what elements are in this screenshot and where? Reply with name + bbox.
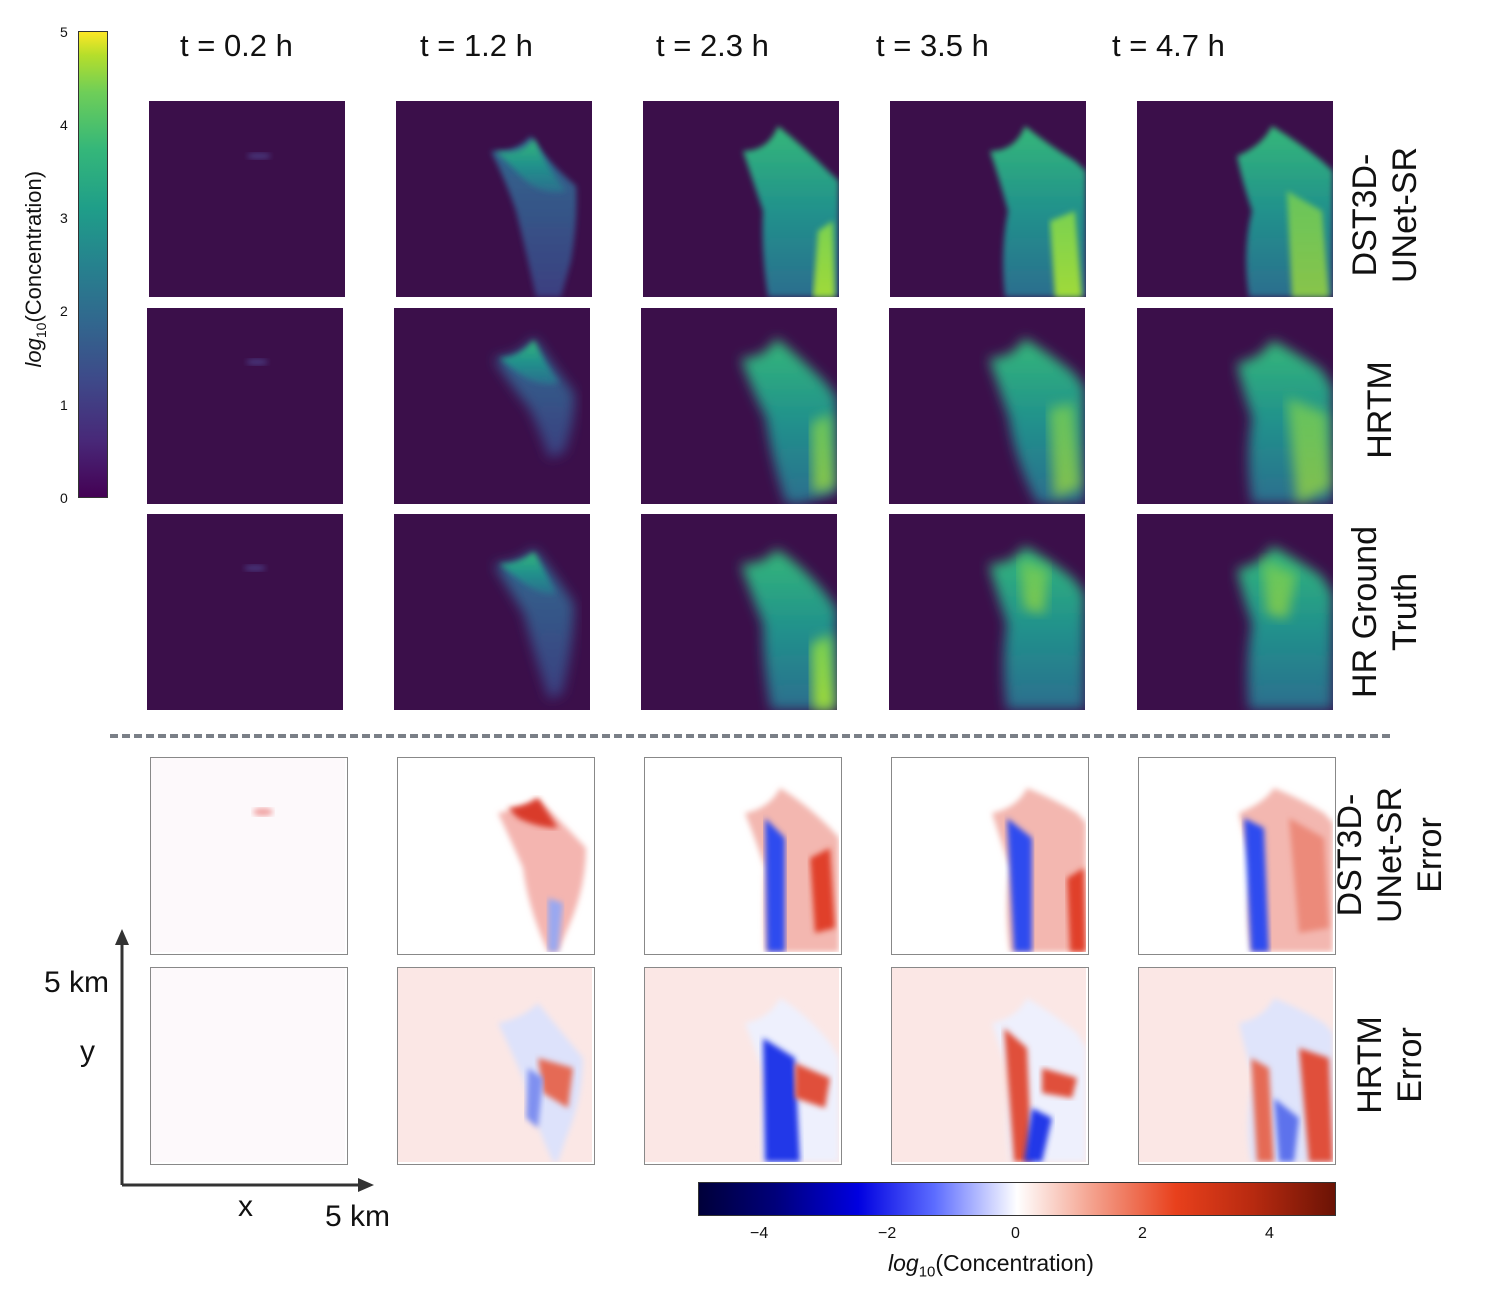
bottom-colorbar-tick-3: 2 xyxy=(1138,1225,1147,1242)
panel-dst3d-t3 xyxy=(890,101,1086,297)
top-colorbar-tick-3: 3 xyxy=(60,210,68,226)
x-extent-label: 5 km xyxy=(325,1200,391,1233)
x-axis-label: x xyxy=(238,1190,253,1223)
panel-hrtm-t2 xyxy=(641,308,837,504)
bottom-colorbar-tick-2: 0 xyxy=(1011,1225,1020,1242)
panel-dst3d-t0 xyxy=(149,101,345,297)
panel-dst3d-error-t3 xyxy=(891,757,1089,955)
top-colorbar-tick-5: 5 xyxy=(60,24,68,40)
top-colorbar-tick-4: 4 xyxy=(60,117,68,133)
panel-dst3d-t4 xyxy=(1137,101,1333,297)
top-colorbar-tick-1: 1 xyxy=(60,397,68,413)
panel-gt-t1 xyxy=(394,514,590,710)
panel-hrtm-error-t4 xyxy=(1138,967,1336,1165)
y-extent-label: 5 km xyxy=(44,966,110,999)
section-divider xyxy=(110,734,1390,738)
row-label-ground-truth: HR Ground Truth xyxy=(1346,526,1424,698)
panel-gt-t2 xyxy=(641,514,837,710)
panel-gt-t4 xyxy=(1137,514,1333,710)
time-label-2: t = 2.3 h xyxy=(656,28,769,63)
bottom-colorbar-tick-4: 4 xyxy=(1265,1225,1274,1242)
row-label-hrtm-error: HRTM Error xyxy=(1351,1016,1429,1114)
time-label-4: t = 4.7 h xyxy=(1112,28,1225,63)
top-colorbar-tick-2: 2 xyxy=(60,303,68,319)
bottom-colorbar xyxy=(698,1182,1336,1216)
bottom-colorbar-label: log10(Concentration) xyxy=(888,1250,1094,1281)
top-colorbar-tick-0: 0 xyxy=(60,490,68,506)
panel-gt-t0 xyxy=(147,514,343,710)
bottom-colorbar-tick-0: −4 xyxy=(750,1225,769,1242)
panel-dst3d-t1 xyxy=(396,101,592,297)
row-label-dst3d-error: DST3D- UNet-SR Error xyxy=(1331,786,1449,924)
time-label-0: t = 0.2 h xyxy=(180,28,293,63)
time-label-3: t = 3.5 h xyxy=(876,28,989,63)
panel-gt-t3 xyxy=(889,514,1085,710)
panel-hrtm-t4 xyxy=(1137,308,1333,504)
panel-dst3d-error-t1 xyxy=(397,757,595,955)
panel-hrtm-t0 xyxy=(147,308,343,504)
panel-dst3d-error-t2 xyxy=(644,757,842,955)
panel-hrtm-error-t1 xyxy=(397,967,595,1165)
panel-hrtm-error-t0 xyxy=(150,967,348,1165)
time-label-1: t = 1.2 h xyxy=(420,28,533,63)
panel-dst3d-t2 xyxy=(643,101,839,297)
x-axis-arrow-icon xyxy=(358,1178,374,1192)
top-colorbar xyxy=(78,31,108,498)
panel-dst3d-error-t4 xyxy=(1138,757,1336,955)
row-label-dst3d: DST3D- UNet-SR xyxy=(1346,146,1424,284)
bottom-colorbar-tick-1: −2 xyxy=(878,1225,897,1242)
axes-indicator xyxy=(115,929,374,1192)
y-axis-label: y xyxy=(80,1035,95,1068)
panel-hrtm-error-t2 xyxy=(644,967,842,1165)
panel-dst3d-error-t0 xyxy=(150,757,348,955)
top-colorbar-label: log10(Concentration) xyxy=(20,170,50,368)
row-label-hrtm: HRTM xyxy=(1361,361,1399,459)
panel-hrtm-t3 xyxy=(889,308,1085,504)
panel-hrtm-t1 xyxy=(394,308,590,504)
y-axis-arrow-icon xyxy=(115,929,129,945)
panel-hrtm-error-t3 xyxy=(891,967,1089,1165)
